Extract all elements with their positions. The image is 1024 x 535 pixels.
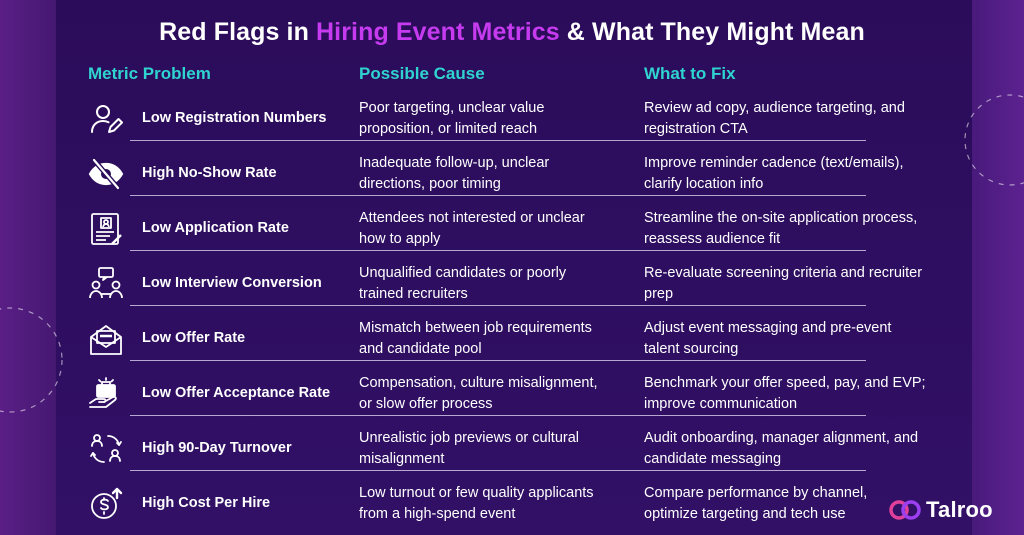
metric-label: High Cost Per Hire xyxy=(142,495,271,511)
row-divider xyxy=(130,470,866,471)
turnover-people-icon xyxy=(86,429,126,469)
table-row: Low Offer Rate Mismatch between job requ… xyxy=(0,312,1024,367)
metric-label: Low Application Rate xyxy=(142,220,289,236)
cause-text: Unrealistic job previews or cultural misa… xyxy=(359,430,579,467)
user-edit-icon xyxy=(86,99,126,139)
row-divider xyxy=(130,305,866,306)
row-divider xyxy=(130,195,866,196)
cause-text: Low turnout or few quality applicants fro… xyxy=(359,485,594,522)
metric-label: Low Interview Conversion xyxy=(142,275,322,291)
table-row: Low Offer Acceptance Rate Compensation, … xyxy=(0,367,1024,422)
application-form-icon xyxy=(86,209,126,249)
table-row: High Cost Per Hire Low turnout or few qu… xyxy=(0,477,1024,532)
header-what-to-fix: What to Fix xyxy=(644,64,736,83)
dollar-up-icon xyxy=(86,484,126,524)
logo-text: Talroo xyxy=(926,497,993,522)
offer-envelope-icon xyxy=(86,319,126,359)
table-row: High 90-Day Turnover Unrealistic job pre… xyxy=(0,422,1024,477)
interview-icon xyxy=(86,264,126,304)
talroo-logo-mark-icon xyxy=(889,500,921,520)
briefcase-hand-icon xyxy=(86,374,126,414)
cause-text: Inadequate follow-up, unclear directions,… xyxy=(359,155,550,192)
metric-label: Low Offer Rate xyxy=(142,330,246,346)
fix-text: Re-evaluate screening criteria and recru… xyxy=(644,265,923,302)
fix-text: Compare performance by channel, optimize … xyxy=(644,485,868,522)
cause-text: Attendees not interested or unclear how t… xyxy=(359,210,585,247)
header-metric-problem: Metric Problem xyxy=(88,64,211,83)
talroo-logo: Talroo xyxy=(888,497,993,523)
metric-label: High 90-Day Turnover xyxy=(142,440,292,456)
metric-label: Low Offer Acceptance Rate xyxy=(142,385,331,401)
table-row: Low Application Rate Attendees not inter… xyxy=(0,202,1024,257)
page-title: Red Flags in Hiring Event Metrics & What… xyxy=(159,18,865,46)
fix-text: Adjust event messaging and pre-event tale… xyxy=(644,320,892,357)
title-highlight: Hiring Event Metrics xyxy=(316,18,560,46)
header-possible-cause: Possible Cause xyxy=(359,64,485,83)
cause-text: Poor targeting, unclear value proposition… xyxy=(359,100,545,137)
metric-label: High No-Show Rate xyxy=(142,165,277,181)
table-row: High No-Show Rate Inadequate follow-up, … xyxy=(0,147,1024,202)
row-divider xyxy=(130,415,866,416)
row-divider xyxy=(130,250,866,251)
fix-text: Review ad copy, audience targeting, and r… xyxy=(644,100,905,137)
row-divider xyxy=(130,360,866,361)
eye-slash-icon xyxy=(86,154,126,194)
table-row: Low Registration Numbers Poor targeting,… xyxy=(0,92,1024,147)
cause-text: Mismatch between job requirements and can… xyxy=(359,320,592,357)
metric-label: Low Registration Numbers xyxy=(142,110,327,126)
content-panel xyxy=(56,0,972,535)
fix-text: Audit onboarding, manager alignment, and… xyxy=(644,430,919,467)
cause-text: Unqualified candidates or poorly trained … xyxy=(359,265,567,302)
table-row: Low Interview Conversion Unqualified can… xyxy=(0,257,1024,312)
fix-text: Improve reminder cadence (text/emails), c… xyxy=(644,155,904,192)
fix-text: Streamline the on-site application proce… xyxy=(644,210,918,247)
fix-text: Benchmark your offer speed, pay, and EVP… xyxy=(644,375,926,412)
cause-text: Compensation, culture misalignment, or sl… xyxy=(359,375,598,412)
row-divider xyxy=(130,140,866,141)
